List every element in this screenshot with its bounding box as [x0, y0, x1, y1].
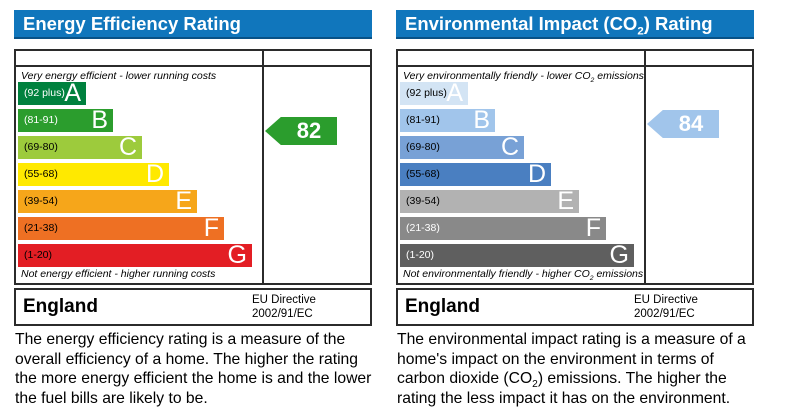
scale-header-row: [16, 51, 370, 67]
scale-column-divider: [644, 51, 646, 283]
band-letter: F: [585, 214, 601, 242]
band-letter: D: [145, 160, 164, 188]
band-letter: A: [64, 79, 81, 107]
footer-box: England EU Directive 2002/91/EC: [396, 288, 754, 326]
band-letter: D: [527, 160, 546, 188]
chart-title-subscript: 2: [637, 25, 644, 38]
chart-title-text: Environmental Impact (CO: [405, 13, 638, 34]
chart-title-text: ) Rating: [643, 13, 713, 34]
band-d: (55-68) D: [18, 160, 169, 188]
environmental-chart-title-bar: Environmental Impact (CO2) Rating: [396, 10, 754, 39]
top-scale-label: Very environmentally friendly - lower CO…: [403, 70, 644, 85]
eu-directive-label: EU Directive 2002/91/EC: [634, 293, 698, 321]
band-letter: A: [446, 79, 463, 107]
energy-caption-text: The energy efficiency rating is a measur…: [15, 330, 381, 408]
band-f: (21-38) F: [400, 214, 606, 242]
rating-scale-box: Very environmentally friendly - lower CO…: [396, 49, 754, 285]
band-letter: E: [557, 187, 574, 215]
bottom-scale-label-text: emissions: [593, 268, 644, 280]
band-a: (92 plus) A: [18, 79, 86, 107]
band-range-label: (55-68): [24, 168, 58, 180]
eu-directive-label: EU Directive 2002/91/EC: [252, 293, 316, 321]
eu-directive-line1: EU Directive: [634, 294, 698, 306]
band-letter: G: [227, 241, 247, 269]
band-range-label: (92 plus): [24, 87, 65, 99]
current-rating-value: 82: [296, 118, 322, 143]
energy-efficiency-chart: Energy Efficiency Rating Very energy eff…: [14, 0, 372, 413]
band-range-label: (69-80): [406, 141, 440, 153]
band-letter: B: [473, 106, 490, 134]
band-range-label: (1-20): [406, 249, 435, 261]
energy-chart-title-bar: Energy Efficiency Rating: [14, 10, 372, 39]
band-letter: C: [500, 133, 519, 161]
band-g: (1-20) G: [18, 241, 252, 269]
scale-column-divider: [262, 51, 264, 283]
caption-text: The energy efficiency rating is a measur…: [15, 331, 372, 407]
eu-directive-line1: EU Directive: [252, 294, 316, 306]
current-rating-arrow: 82: [265, 117, 337, 145]
environmental-impact-chart: Environmental Impact (CO2) Rating Very e…: [396, 0, 754, 413]
caption-text: The environmental impact rating is a mea…: [397, 331, 746, 387]
band-range-label: (55-68): [406, 168, 440, 180]
band-letter: C: [118, 133, 137, 161]
top-scale-label-text: Very environmentally friendly - lower CO: [403, 70, 591, 82]
band-letter: B: [91, 106, 108, 134]
top-scale-label-text: Very energy efficient - lower running co…: [21, 70, 217, 82]
band-range-label: (81-91): [24, 114, 58, 126]
band-d: (55-68) D: [400, 160, 551, 188]
rating-scale-box: Very energy efficient - lower running co…: [14, 49, 372, 285]
eu-directive-line2: 2002/91/EC: [252, 308, 313, 320]
chart-title-text: Energy Efficiency Rating: [23, 13, 241, 34]
eu-directive-line2: 2002/91/EC: [634, 308, 695, 320]
band-a: (92 plus) A: [400, 79, 468, 107]
region-label: England: [405, 296, 480, 317]
band-letter: E: [175, 187, 192, 215]
band-g: (1-20) G: [400, 241, 634, 269]
band-range-label: (69-80): [24, 141, 58, 153]
caption-text: ) emissions. The higher the rating the l…: [397, 370, 731, 407]
band-range-label: (39-54): [24, 195, 58, 207]
band-f: (21-38) F: [18, 214, 224, 242]
current-rating-arrow: 84: [647, 110, 719, 138]
band-b: (81-91) B: [400, 106, 495, 134]
top-scale-label-text: emissions: [594, 70, 644, 82]
band-c: (69-80) C: [18, 133, 142, 161]
bottom-scale-label-text: Not environmentally friendly - higher CO: [403, 268, 590, 280]
caption-subscript: 2: [532, 379, 538, 391]
band-range-label: (92 plus): [406, 87, 447, 99]
bottom-scale-label: Not environmentally friendly - higher CO…: [403, 268, 644, 283]
band-letter: G: [609, 241, 629, 269]
band-range-label: (21-38): [406, 222, 440, 234]
band-range-label: (39-54): [406, 195, 440, 207]
region-label: England: [23, 296, 98, 317]
environmental-caption-text: The environmental impact rating is a mea…: [397, 330, 763, 408]
band-letter: F: [203, 214, 219, 242]
bottom-scale-label-subscript: 2: [589, 275, 594, 283]
top-scale-label: Very energy efficient - lower running co…: [21, 70, 216, 82]
band-e: (39-54) E: [18, 187, 197, 215]
band-e: (39-54) E: [400, 187, 579, 215]
current-rating-value: 84: [678, 111, 704, 136]
scale-header-row: [398, 51, 752, 67]
band-c: (69-80) C: [400, 133, 524, 161]
footer-box: England EU Directive 2002/91/EC: [14, 288, 372, 326]
band-range-label: (21-38): [24, 222, 58, 234]
bottom-scale-label: Not energy efficient - higher running co…: [21, 268, 215, 280]
band-b: (81-91) B: [18, 106, 113, 134]
top-scale-label-subscript: 2: [590, 77, 595, 85]
band-range-label: (81-91): [406, 114, 440, 126]
band-range-label: (1-20): [24, 249, 53, 261]
bottom-scale-label-text: Not energy efficient - higher running co…: [21, 268, 216, 280]
